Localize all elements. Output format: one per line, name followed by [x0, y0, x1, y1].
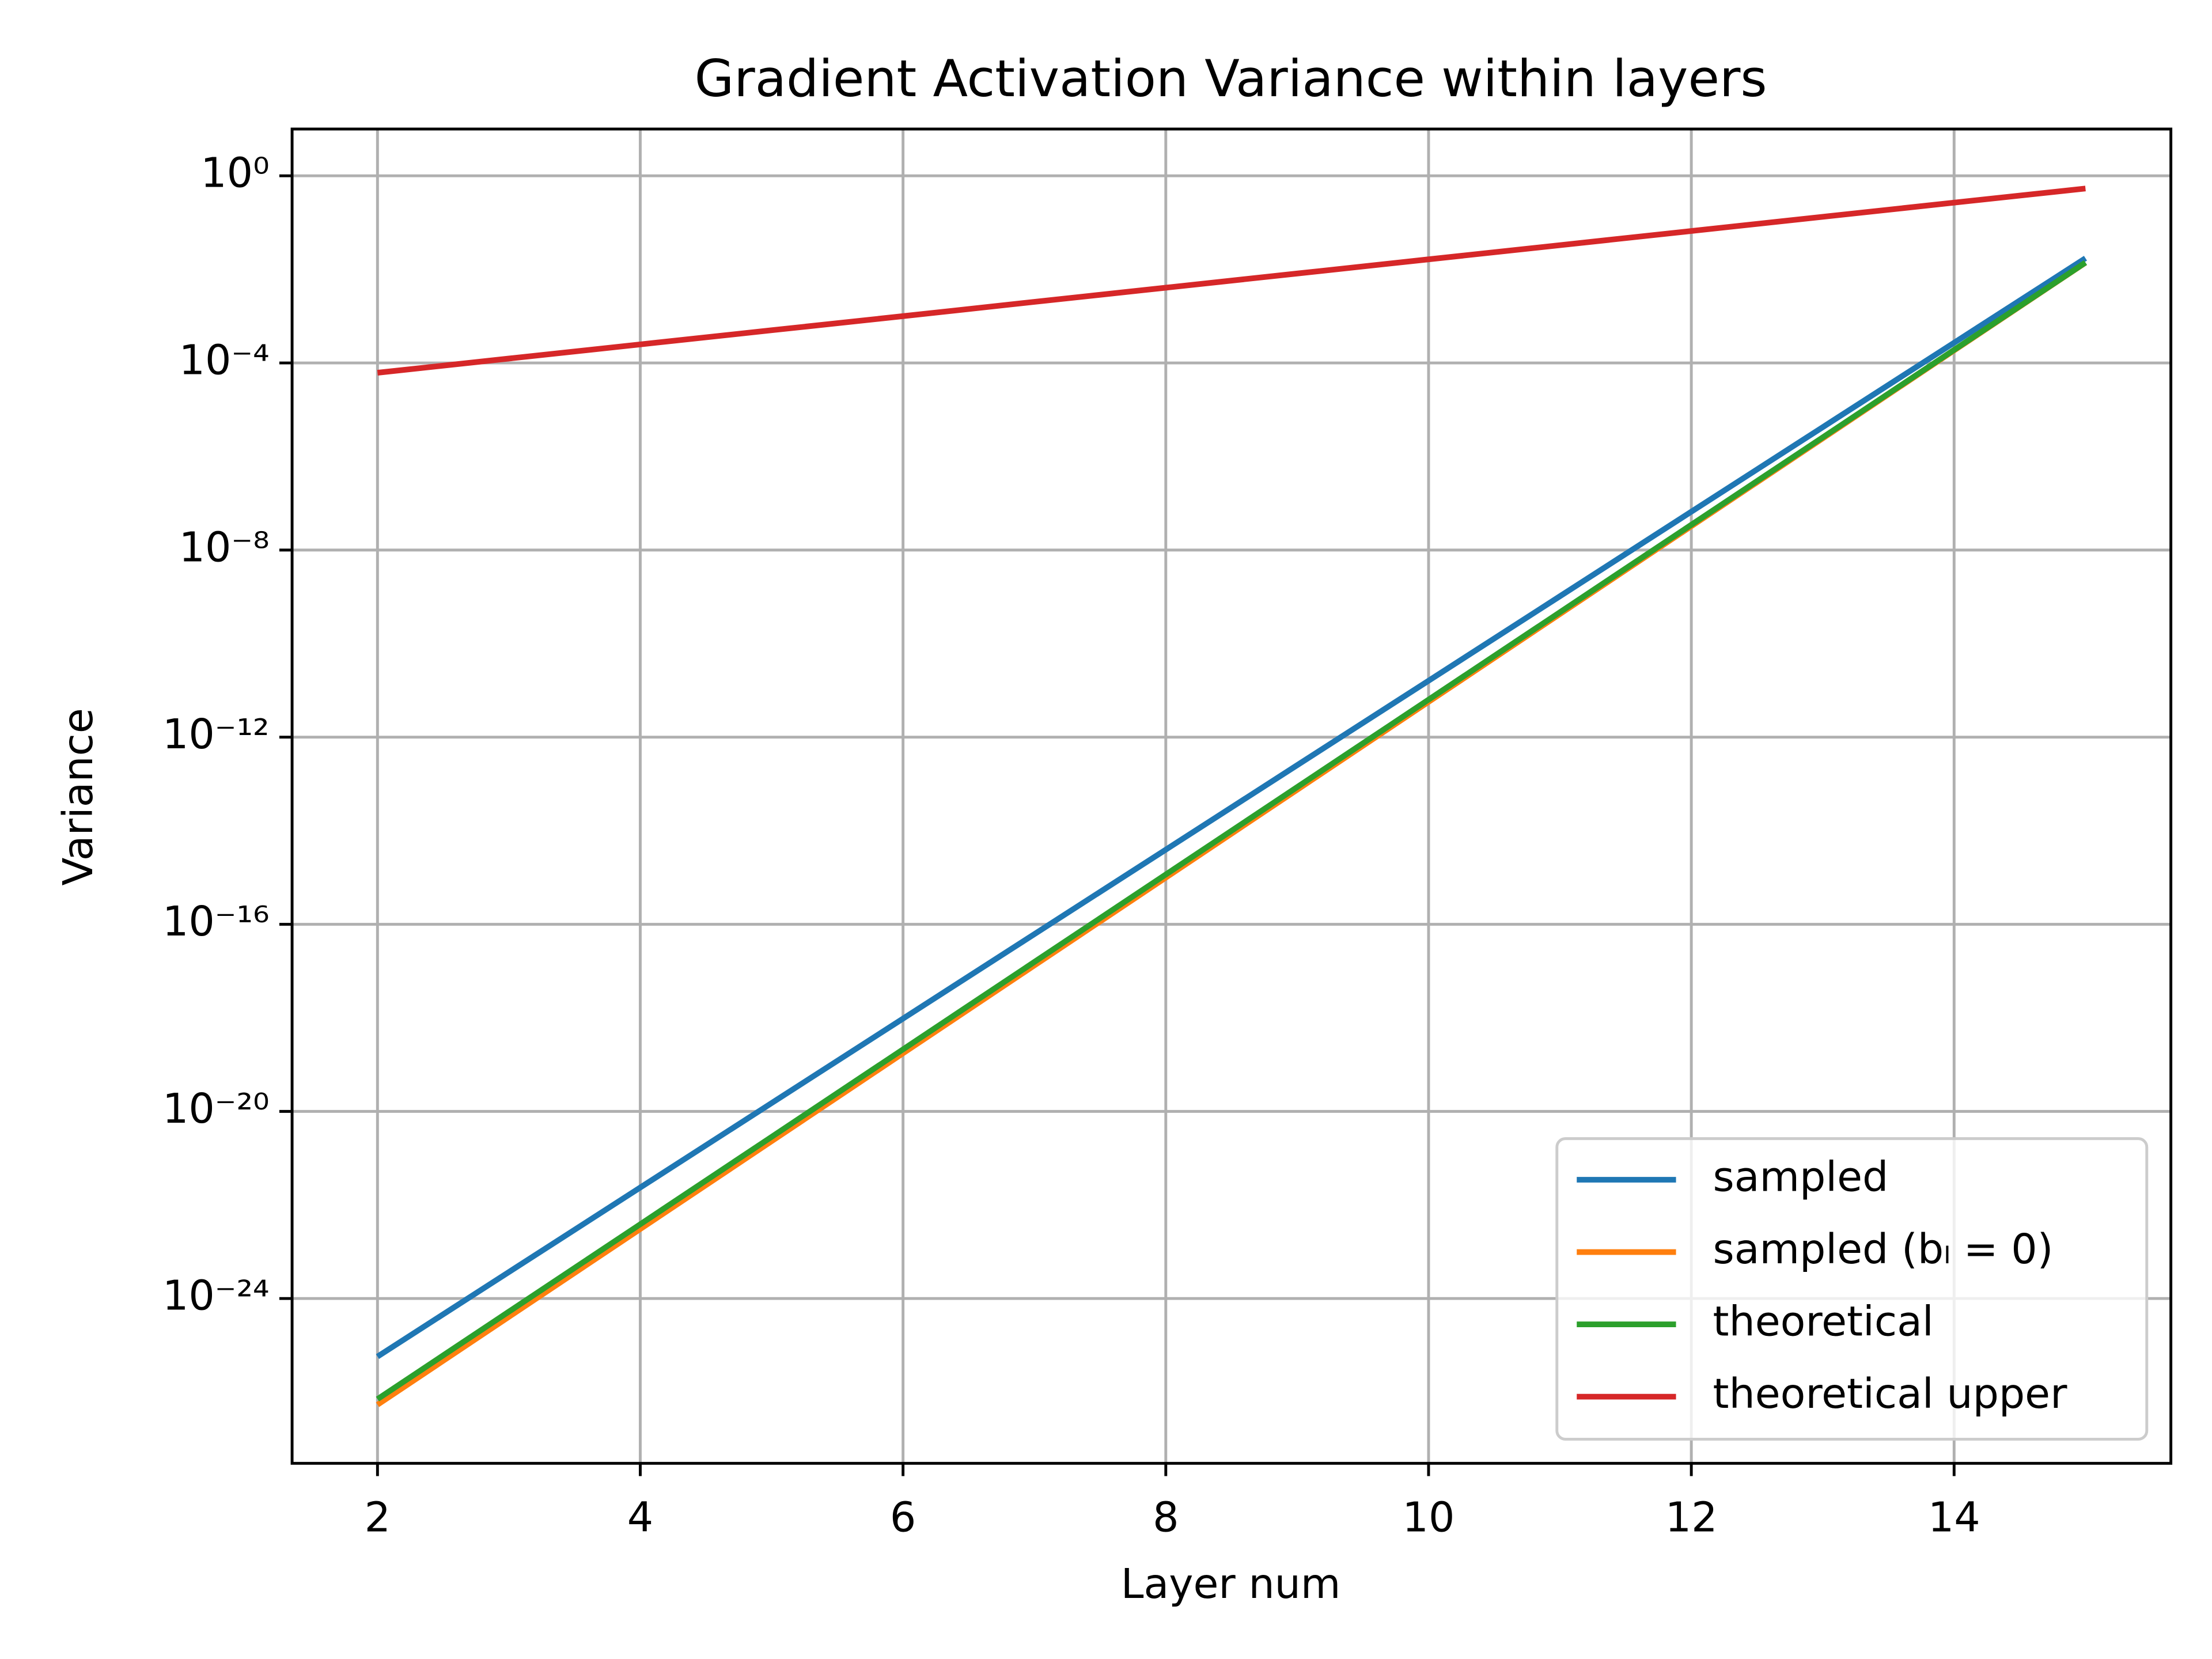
- legend-label: sampled (bₗ = 0): [1713, 1225, 2054, 1273]
- legend-label: sampled: [1713, 1153, 1889, 1201]
- y-tick-label: 10⁻⁴: [179, 336, 270, 384]
- y-tick-label: 10⁻²⁴: [162, 1272, 270, 1320]
- legend-box: [1555, 1137, 2149, 1441]
- plot-frame: [290, 127, 2173, 1465]
- legend-label: theoretical upper: [1713, 1370, 2068, 1418]
- y-tick-label: 10⁻⁸: [179, 523, 270, 571]
- x-tick-label: 6: [890, 1493, 916, 1541]
- line-series: [376, 256, 2088, 1359]
- x-tick-label: 2: [365, 1493, 391, 1541]
- x-tick-label: 4: [627, 1493, 653, 1541]
- x-axis-label: Layer num: [1121, 1560, 1341, 1608]
- x-tick-label: 8: [1153, 1493, 1179, 1541]
- line-series: [376, 260, 2088, 1402]
- x-tick-label: 10: [1403, 1493, 1455, 1541]
- line-series: [377, 185, 2086, 376]
- y-tick-label: 10⁻¹²: [162, 710, 270, 758]
- chart-title: Gradient Activation Variance within laye…: [695, 49, 1767, 108]
- y-tick-label: 10⁻²⁰: [162, 1085, 270, 1132]
- x-tick-label: 14: [1928, 1493, 1980, 1541]
- y-tick-label: 10⁰: [200, 149, 269, 197]
- y-axis-label: Variance: [54, 708, 102, 885]
- legend-label: theoretical: [1713, 1298, 1934, 1346]
- x-tick-label: 12: [1665, 1493, 1718, 1541]
- legend: sampled sampled (bₗ = 0) theoretical theore…: [1555, 1137, 2149, 1441]
- y-tick-label: 10⁻¹⁶: [162, 897, 270, 945]
